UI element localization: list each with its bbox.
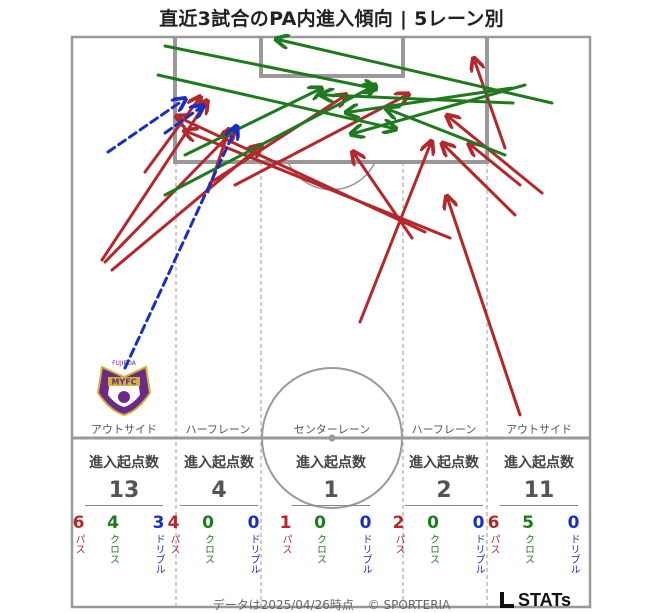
stats-header: 進入起点数 xyxy=(409,455,479,471)
cross-count: 5 xyxy=(522,513,534,533)
lane-stats-outside-left: 進入起点数 13 6 パス 4 クロス 3 ドリブル xyxy=(73,452,165,574)
brand-logo: STATs xyxy=(500,590,571,611)
pass-arrow xyxy=(450,118,544,195)
logo-arc-text: FUJIEDA xyxy=(112,360,137,367)
team-logo: MYFC FUJIEDA xyxy=(96,360,152,417)
lane-stats-halflane-left: 進入起点数 4 4 パス 0 クロス 0 ドリブル xyxy=(168,452,260,574)
pass-arrow xyxy=(448,200,522,417)
lane-stats-halflane-right: 進入起点数 2 2 パス 0 クロス 0 ドリブル xyxy=(393,452,485,574)
pass-arrow xyxy=(472,146,522,187)
dribble-label: ドリブル xyxy=(153,534,164,574)
cross-count: 0 xyxy=(427,513,439,533)
cross-arrow xyxy=(163,87,372,197)
dribble-count: 0 xyxy=(567,513,580,533)
pass-count: 6 xyxy=(72,513,85,533)
dribble-count: 0 xyxy=(472,513,485,533)
brand-text: STATs xyxy=(518,590,571,610)
lane-stats-outside-right: 進入起点数 11 6 パス 5 クロス 0 ドリブル xyxy=(488,452,580,574)
stats-total: 4 xyxy=(180,478,258,506)
center-circle-lower xyxy=(261,437,403,509)
dribble-label: ドリブル xyxy=(473,534,484,574)
pass-label: パス xyxy=(280,534,291,554)
pass-arrow xyxy=(358,145,430,324)
footer-copyright: © SPORTERIA xyxy=(367,598,451,612)
lane-label-halflane-right: ハーフレーン xyxy=(411,423,477,436)
cross-arrow xyxy=(350,86,514,112)
footer: データは2025/04/26時点 © SPORTERIA xyxy=(0,596,663,613)
cross-arrow xyxy=(163,44,372,88)
dribble-label: ドリブル xyxy=(360,534,371,574)
logo-text: MYFC xyxy=(111,378,136,387)
cross-label: クロス xyxy=(522,534,534,564)
dribble-label: ドリブル xyxy=(248,534,259,574)
pass-arrow xyxy=(188,132,452,240)
cross-label: クロス xyxy=(202,534,214,564)
footer-timestamp: データは2025/04/26時点 xyxy=(212,598,354,612)
dribble-arrow xyxy=(106,101,182,154)
pass-count: 1 xyxy=(279,513,292,533)
stats-total: 11 xyxy=(500,478,578,506)
stats-total: 1 xyxy=(292,478,370,506)
cross-label: クロス xyxy=(107,534,119,564)
pass-arrow xyxy=(103,132,232,264)
stats-header: 進入起点数 xyxy=(504,455,574,471)
center-spot xyxy=(328,434,336,442)
dribble-label: ドリブル xyxy=(568,534,579,574)
lane-label-center: センターレーン xyxy=(293,423,371,436)
lane-label-outside-right: アウトサイド xyxy=(506,423,572,436)
stats-total: 2 xyxy=(405,478,483,506)
pass-arrow xyxy=(233,96,405,187)
pass-label: パス xyxy=(73,534,84,554)
cross-arrow xyxy=(183,90,318,157)
pass-arrow xyxy=(355,155,414,240)
cross-label: クロス xyxy=(314,534,326,564)
lane-label-outside-left: アウトサイド xyxy=(91,423,157,436)
dribble-count: 3 xyxy=(152,513,165,533)
pass-label: パス xyxy=(488,534,499,554)
center-circle xyxy=(261,367,403,439)
pass-count: 6 xyxy=(487,513,500,533)
cross-arrow xyxy=(355,83,527,133)
pass-arrow xyxy=(445,146,517,217)
pass-arrow xyxy=(475,62,507,150)
dribble-count: 0 xyxy=(359,513,372,533)
cross-arrow xyxy=(280,40,554,105)
arrow-layer xyxy=(100,40,554,417)
pass-count: 4 xyxy=(167,513,180,533)
pass-label: パス xyxy=(168,534,179,554)
cross-count: 4 xyxy=(107,513,119,533)
stats-total: 13 xyxy=(85,478,163,506)
lane-label-halflane-left: ハーフレーン xyxy=(185,423,251,436)
brand-mark-icon xyxy=(500,592,514,608)
pitch-outline xyxy=(70,35,592,609)
pass-count: 2 xyxy=(392,513,405,533)
dribble-arrow xyxy=(163,108,200,135)
cross-label: クロス xyxy=(427,534,439,564)
cross-arrow xyxy=(325,95,515,105)
dribble-count: 0 xyxy=(247,513,260,533)
page-title: 直近3試合のPA内進入傾向 | 5レーン別 xyxy=(159,8,504,30)
stats-header: 進入起点数 xyxy=(184,455,254,471)
lane-stats-center: 進入起点数 1 1 パス 0 クロス 0 ドリブル xyxy=(280,452,372,574)
cross-count: 0 xyxy=(202,513,214,533)
dribble-arrow xyxy=(123,130,235,370)
pass-label: パス xyxy=(393,534,404,554)
goal-area xyxy=(259,37,405,78)
pass-arrow xyxy=(206,133,228,194)
stats-header: 進入起点数 xyxy=(89,455,159,471)
cross-count: 0 xyxy=(314,513,326,533)
stats-header: 進入起点数 xyxy=(296,455,366,471)
cross-arrow xyxy=(390,110,507,157)
pass-arrow xyxy=(180,118,427,234)
